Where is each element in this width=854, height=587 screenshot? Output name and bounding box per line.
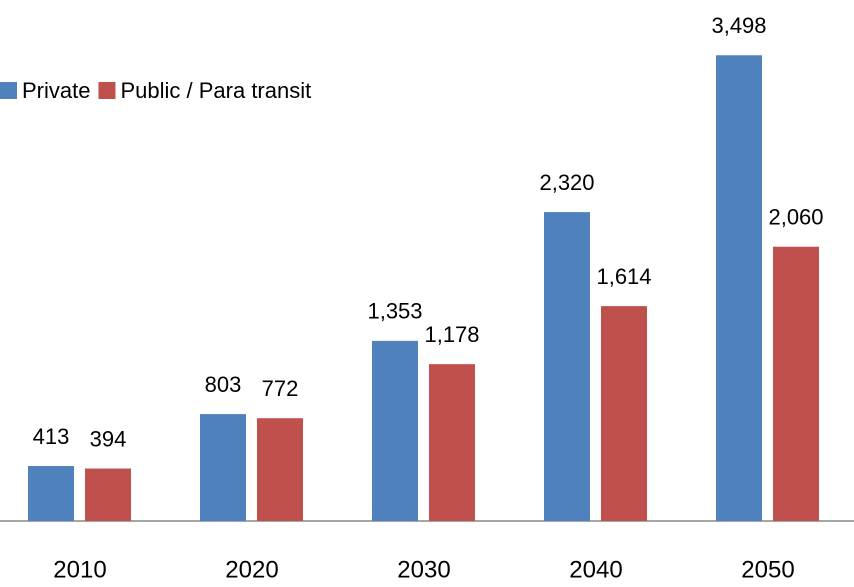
value-label: 1,614 xyxy=(596,264,651,289)
bar xyxy=(773,246,819,521)
value-label: 2,060 xyxy=(768,205,823,230)
bar xyxy=(200,414,246,521)
bar xyxy=(429,364,475,521)
bar xyxy=(28,466,74,521)
bar xyxy=(601,306,647,521)
value-label: 2,320 xyxy=(539,170,594,195)
value-label: 3,498 xyxy=(711,13,766,38)
legend-label: Public / Para transit xyxy=(120,78,311,103)
x-tick-label: 2020 xyxy=(225,556,278,583)
value-label: 394 xyxy=(90,426,127,451)
bar xyxy=(372,340,418,521)
bar xyxy=(716,55,762,521)
x-tick-label: 2030 xyxy=(397,556,450,583)
legend-swatch xyxy=(0,82,17,99)
x-tick-label: 2040 xyxy=(569,556,622,583)
x-tick-label: 2050 xyxy=(741,556,794,583)
bar xyxy=(85,468,131,521)
value-label: 772 xyxy=(262,376,299,401)
value-label: 413 xyxy=(33,424,70,449)
value-label: 1,353 xyxy=(367,299,422,324)
bar xyxy=(544,212,590,521)
x-tick-label: 2010 xyxy=(53,556,106,583)
legend-label: Private xyxy=(22,78,90,103)
value-label: 1,178 xyxy=(424,322,479,347)
legend-swatch xyxy=(98,82,116,99)
value-label: 803 xyxy=(205,372,242,397)
bar xyxy=(257,418,303,521)
